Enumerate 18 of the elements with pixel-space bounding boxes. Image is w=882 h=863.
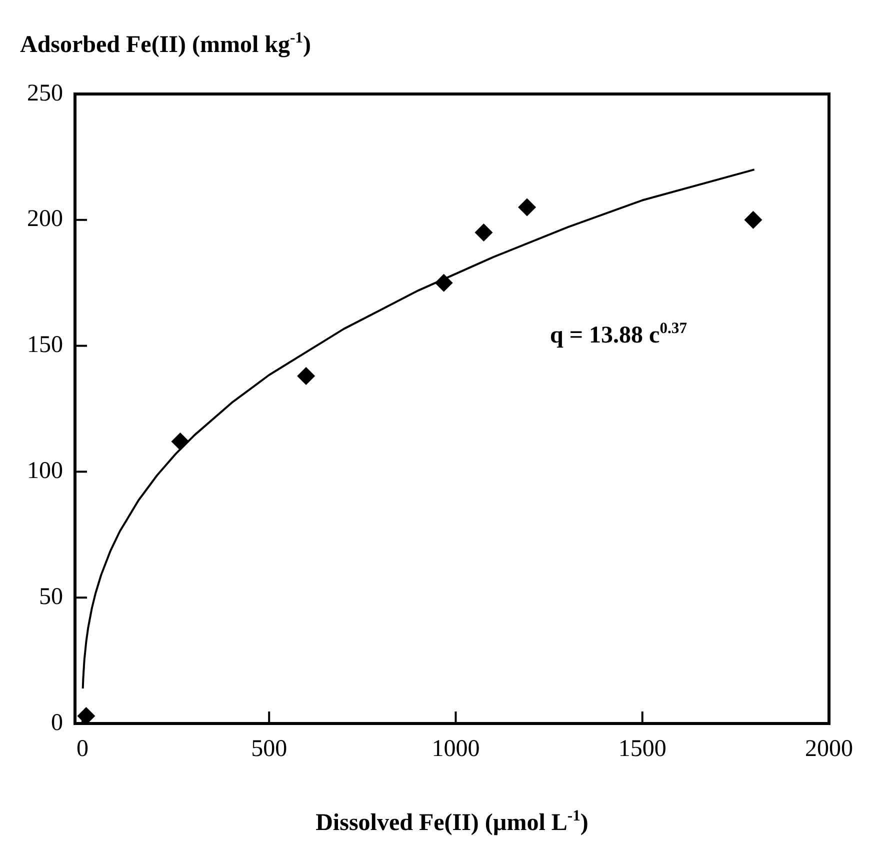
y-tick-label: 250 — [27, 80, 63, 106]
y-tick-label: 50 — [39, 584, 63, 610]
point — [77, 706, 96, 724]
y-tick-label: 200 — [27, 206, 63, 232]
y-tick-label: 100 — [27, 458, 63, 484]
x-tick-label: 1000 — [432, 736, 480, 762]
point — [171, 432, 190, 450]
point — [297, 367, 316, 386]
y-tick-label: 0 — [51, 710, 63, 736]
x-tick-label: 0 — [76, 736, 88, 762]
x-tick-label: 2000 — [805, 736, 853, 762]
point — [474, 223, 493, 242]
point — [744, 210, 762, 229]
point — [434, 274, 453, 292]
y-tick-label: 150 — [27, 332, 63, 358]
x-tick-label: 500 — [251, 736, 288, 762]
x-tick-label: 1500 — [618, 736, 666, 762]
point — [518, 198, 536, 216]
